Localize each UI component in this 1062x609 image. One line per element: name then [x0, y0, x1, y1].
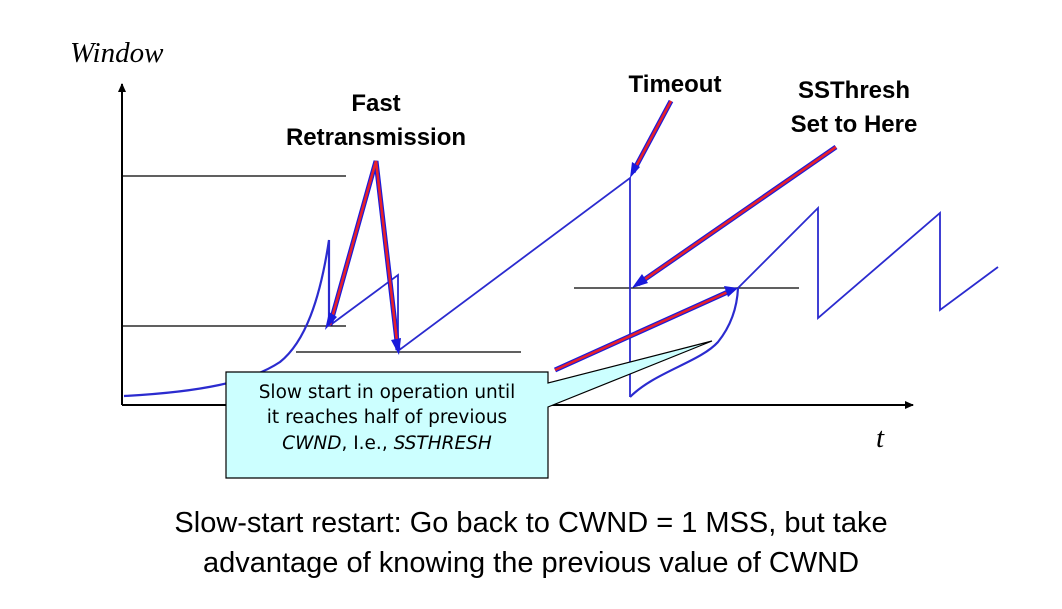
callout-ie-text: , I.e., — [341, 433, 393, 454]
fast-retransmission-label-line1: Fast — [351, 90, 400, 117]
slide-caption: Slow-start restart: Go back to CWND = 1 … — [0, 503, 1062, 583]
timeout-label: Timeout — [629, 71, 722, 98]
x-axis-label: t — [876, 422, 885, 454]
timeout-arrow — [630, 99, 674, 178]
caption-line2: advantage of knowing the previous value … — [202, 547, 860, 579]
caption-line1: Slow-start restart: Go back to CWND = 1 … — [174, 507, 888, 539]
fast-retransmission-arrows — [325, 160, 401, 355]
initial-slow-start-curve — [123, 239, 331, 398]
slow-start-callout: Slow start in operation until it reaches… — [225, 340, 713, 479]
callout-cwnd-term: CWND — [282, 433, 341, 454]
callout-line1: Slow start in operation until — [259, 382, 516, 403]
callout-ssthresh-term: SSTHRESH — [394, 433, 492, 454]
ssthresh-label-line1: SSThresh — [798, 77, 910, 104]
callout-shape — [225, 340, 713, 479]
ssthresh-arrow — [632, 144, 838, 288]
restart-slow-start-curve — [629, 287, 740, 398]
fast-retransmission-label-line2: Retransmission — [286, 124, 466, 151]
half-cwnd-arrow — [553, 286, 738, 373]
callout-line3: CWND, I.e., SSTHRESH — [282, 433, 492, 454]
callout-line2: it reaches half of previous — [267, 407, 507, 428]
ssthresh-label-line2: Set to Here — [791, 111, 918, 138]
congestion-avoidance-sawtooth-2 — [737, 205, 999, 320]
y-axis-label: Window — [70, 37, 164, 69]
